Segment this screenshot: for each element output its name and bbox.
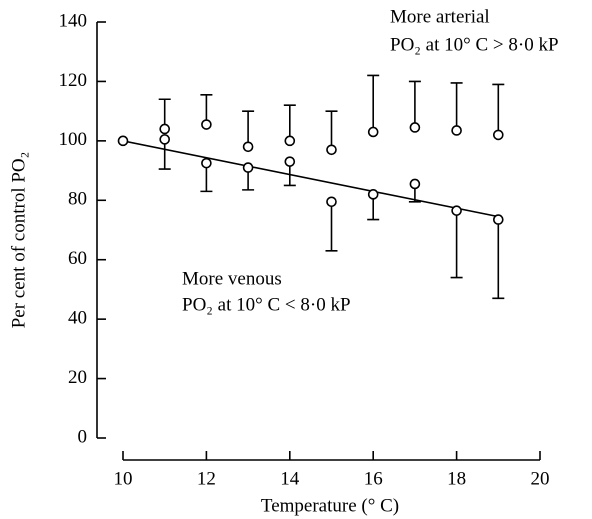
- error-bar: [450, 82, 463, 131]
- point: [326, 196, 337, 208]
- error-bar: [325, 110, 338, 150]
- error-bar: [242, 110, 255, 147]
- point: [284, 156, 296, 167]
- annotation: More arterial: [390, 6, 490, 27]
- error-bar: [492, 219, 505, 300]
- error-bar: [492, 83, 505, 135]
- x-axis-label: Temperature (° C): [261, 495, 399, 516]
- error-bar: [408, 80, 421, 128]
- point: [326, 144, 337, 156]
- point: [159, 134, 170, 145]
- point: [201, 119, 212, 130]
- point: [451, 205, 462, 216]
- point: [409, 178, 421, 190]
- annotation: PO₂ at 10° C < 8·0 kP: [182, 294, 351, 315]
- point: [367, 126, 379, 138]
- y-tick-label: 20: [68, 367, 87, 388]
- x-tick-label: 10: [114, 468, 133, 489]
- point: [367, 189, 379, 200]
- y-tick-label: 0: [78, 426, 88, 447]
- error-bar: [367, 74, 380, 132]
- point: [242, 162, 254, 173]
- point: [409, 122, 421, 133]
- y-tick-label: 100: [59, 129, 88, 150]
- x-tick-label: 18: [447, 468, 466, 489]
- x-tick-label: 14: [280, 468, 300, 489]
- y-tick-label: 140: [59, 10, 88, 31]
- error-bar: [325, 201, 338, 252]
- point: [284, 135, 296, 147]
- annotation: More venous: [182, 268, 282, 289]
- y-tick-label: 120: [59, 70, 88, 91]
- x-tick-label: 12: [197, 468, 216, 489]
- error-bar: [450, 210, 463, 279]
- point: [242, 141, 254, 153]
- y-tick-label: 60: [68, 248, 87, 269]
- point: [117, 135, 129, 147]
- x-tick-label: 20: [531, 468, 550, 489]
- annotation: PO₂ at 10° C > 8·0 kP: [390, 34, 559, 55]
- y-tick-label: 40: [68, 308, 87, 329]
- x-tick-label: 16: [364, 468, 383, 489]
- point: [492, 214, 504, 225]
- y-axis-label: Per cent of control PO₂: [8, 152, 29, 329]
- error-bar: [283, 104, 296, 141]
- point: [492, 129, 504, 141]
- point: [201, 157, 212, 169]
- point: [451, 125, 462, 136]
- point: [159, 123, 170, 135]
- fit-line: [122, 140, 499, 218]
- y-tick-label: 80: [68, 189, 87, 210]
